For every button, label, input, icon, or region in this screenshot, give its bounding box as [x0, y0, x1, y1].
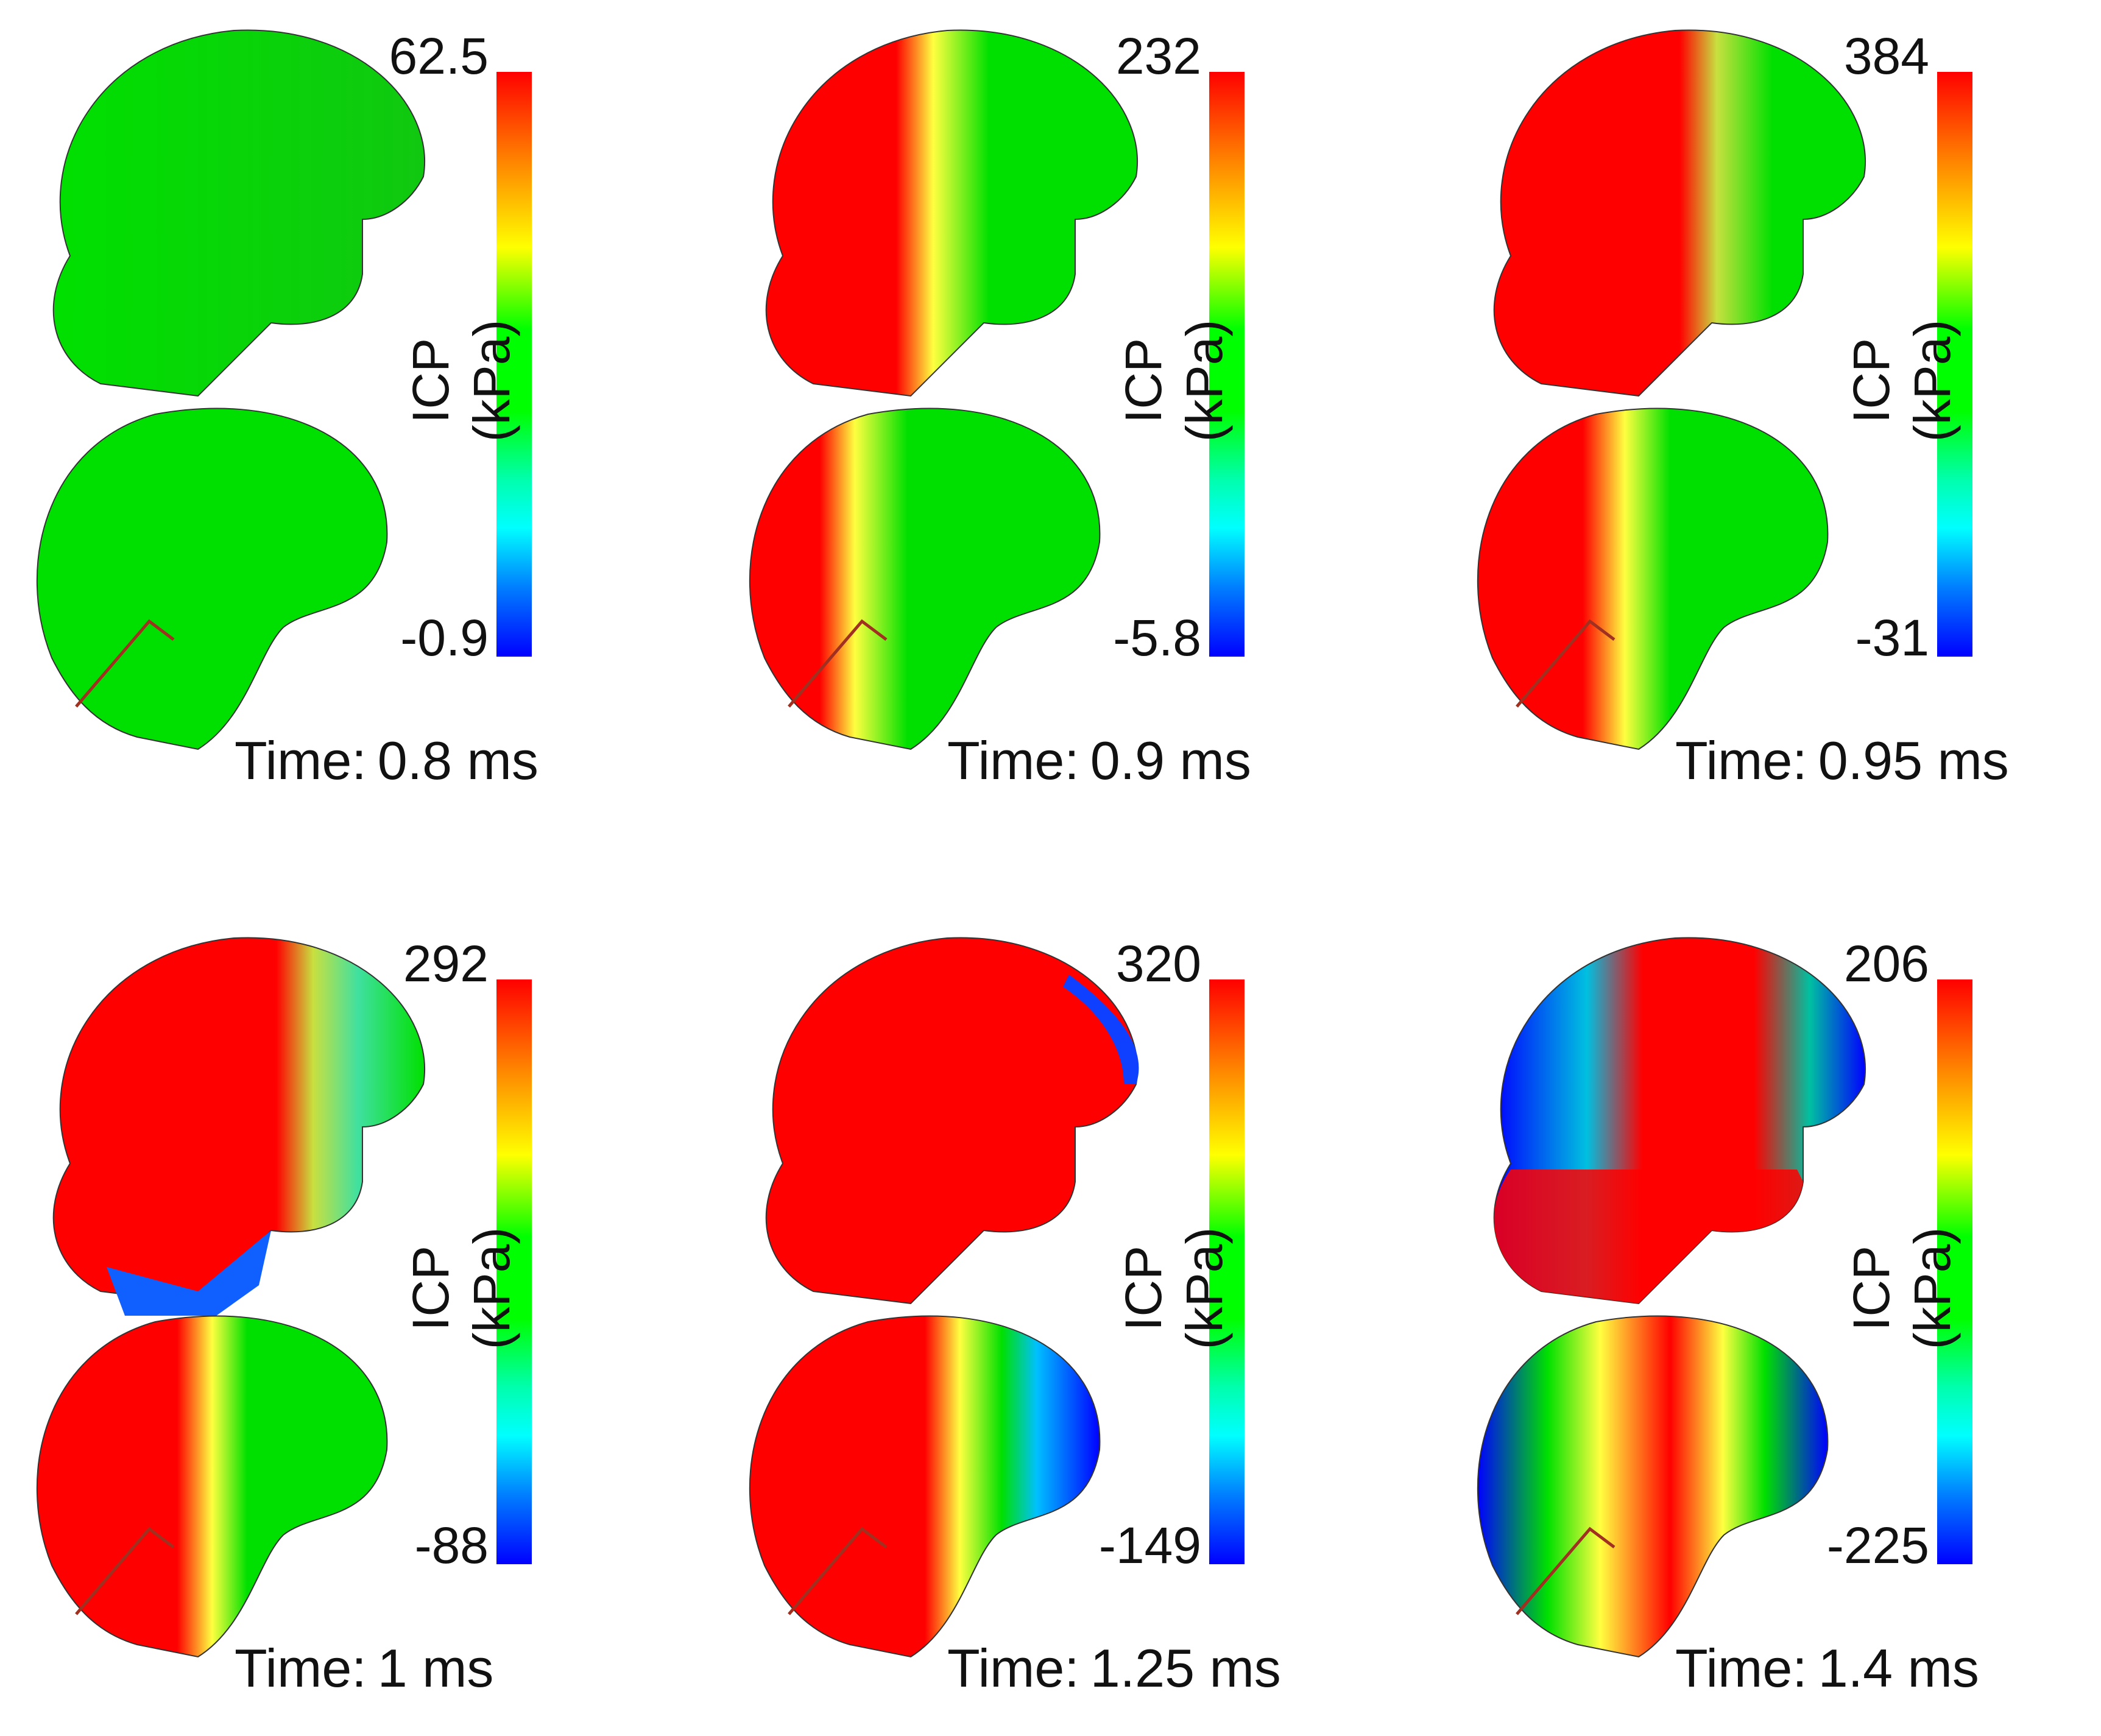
colorbar-min: -225 [1826, 1517, 1929, 1574]
colorbar-max: 320 [1115, 935, 1201, 992]
time-label: Time: 0.9 ms [947, 734, 1262, 788]
colorbar-label: ICP (kPa) [1843, 1227, 1961, 1350]
colorbar-label: ICP (kPa) [402, 319, 520, 442]
time-value: 1.4 ms [1818, 1638, 1979, 1698]
brain-model [36, 937, 425, 1658]
panel-0-95ms: 384 -31 ICP (kPa) Time: 0.95 ms [1456, 18, 2101, 828]
brain-model [749, 29, 1138, 750]
colorbar [1937, 72, 1972, 657]
colorbar-max: 232 [1115, 27, 1201, 85]
time-label: Time: 0.95 ms [1675, 734, 2020, 788]
colorbar-max: 292 [403, 935, 489, 992]
colorbar-label: ICP (kPa) [402, 1227, 520, 1350]
colorbar-max: 384 [1843, 27, 1929, 85]
time-value: 1 ms [377, 1638, 494, 1698]
time-value: 0.95 ms [1818, 730, 2009, 791]
time-prefix: Time: [235, 1638, 367, 1698]
colorbar-min: -0.9 [400, 609, 489, 666]
colorbar-min: -5.8 [1113, 609, 1201, 666]
time-prefix: Time: [1675, 730, 1807, 791]
colorbar-min: -31 [1855, 609, 1929, 666]
time-value: 0.9 ms [1090, 730, 1251, 791]
section-curve [75, 619, 175, 708]
brain-section-view [36, 408, 388, 750]
time-value: 0.8 ms [377, 730, 538, 791]
time-label: Time: 0.8 ms [235, 734, 549, 788]
brain-model [36, 29, 425, 750]
colorbar-min: -149 [1098, 1517, 1201, 1574]
time-value: 1.25 ms [1090, 1638, 1281, 1698]
time-label: Time: 1.4 ms [1675, 1642, 1990, 1695]
panel-1ms: 292 -88 ICP (kPa) Time: 1 ms [15, 926, 697, 1736]
colorbar-label: ICP (kPa) [1115, 319, 1233, 442]
brain-full-view [52, 29, 425, 397]
colorbar [496, 72, 532, 657]
panel-0-8ms: 62.5 -0.9 ICP (kPa) Time: 0.8 ms [15, 18, 697, 828]
colorbar-max: 62.5 [389, 27, 489, 85]
colorbar-label: ICP (kPa) [1843, 319, 1961, 442]
panel-1-4ms: 206 -225 ICP (kPa) Time: 1.4 ms [1456, 926, 2101, 1736]
colorbar-min: -88 [414, 1517, 489, 1574]
colorbar [1209, 72, 1245, 657]
brain-model [749, 937, 1139, 1658]
time-prefix: Time: [947, 730, 1079, 791]
colorbar [1937, 979, 1972, 1564]
brain-model [1477, 29, 1866, 750]
brain-model [1477, 937, 1866, 1658]
time-prefix: Time: [947, 1638, 1079, 1698]
colorbar-max: 206 [1843, 935, 1929, 992]
time-prefix: Time: [1675, 1638, 1807, 1698]
panel-1-25ms: 320 -149 ICP (kPa) Time: 1.25 ms [728, 926, 1410, 1736]
colorbar [496, 979, 532, 1564]
time-label: Time: 1.25 ms [947, 1642, 1292, 1695]
time-prefix: Time: [235, 730, 367, 791]
colorbar [1209, 979, 1245, 1564]
colorbar-label: ICP (kPa) [1115, 1227, 1233, 1350]
time-label: Time: 1 ms [235, 1642, 504, 1695]
panel-0-9ms: 232 -5.8 ICP (kPa) Time: 0.9 ms [728, 18, 1410, 828]
